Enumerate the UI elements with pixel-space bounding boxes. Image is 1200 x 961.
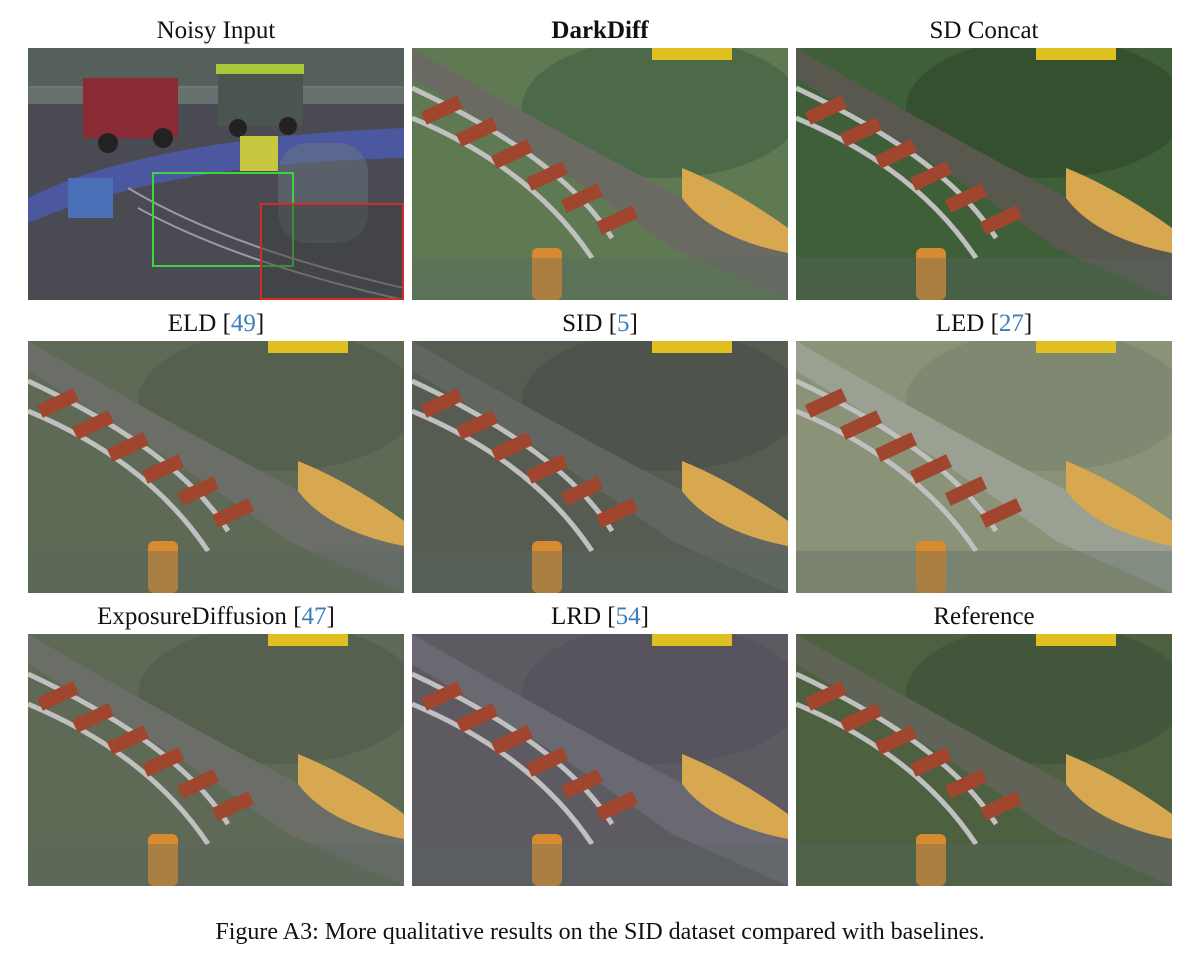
result-image xyxy=(28,341,404,593)
panel-title: Noisy Input xyxy=(28,16,404,46)
panel-label: LED xyxy=(935,310,991,337)
panel-label: DarkDiff xyxy=(551,17,649,44)
citation-link[interactable]: 5 xyxy=(617,310,630,337)
citation-link[interactable]: 49 xyxy=(230,310,256,337)
panel-title: LED [27] xyxy=(935,310,1033,337)
panel-label: Reference xyxy=(933,603,1035,630)
panel-label: SD Concat xyxy=(929,17,1039,44)
panel-label: LRD xyxy=(551,603,608,630)
result-image xyxy=(28,48,404,300)
result-image xyxy=(412,341,788,593)
citation-link[interactable]: 27 xyxy=(998,310,1024,337)
citation-link[interactable]: 54 xyxy=(615,603,641,630)
panel-title: ExposureDiffusion [47] xyxy=(97,603,335,630)
result-image xyxy=(796,48,1172,300)
result-image xyxy=(796,634,1172,886)
result-image xyxy=(412,634,788,886)
panel-title: LRD [54] xyxy=(551,603,649,630)
panel-label: SID xyxy=(562,310,609,337)
panel-title: SID [5] xyxy=(562,310,638,337)
panel-title: SD Concat xyxy=(796,16,1172,46)
panel-title: ELD [49] xyxy=(167,310,265,337)
crop-box-red xyxy=(260,203,404,300)
result-image xyxy=(412,48,788,300)
panel-title: Reference xyxy=(796,602,1172,632)
panel-label: ELD xyxy=(167,310,223,337)
citation-link[interactable]: 47 xyxy=(301,603,327,630)
result-image xyxy=(796,341,1172,593)
result-image xyxy=(28,634,404,886)
panel-title: DarkDiff xyxy=(412,16,788,46)
panel-label: ExposureDiffusion xyxy=(97,603,294,630)
panel-label: Noisy Input xyxy=(156,17,276,44)
figure-caption: Figure A3: More qualitative results on t… xyxy=(215,919,985,945)
